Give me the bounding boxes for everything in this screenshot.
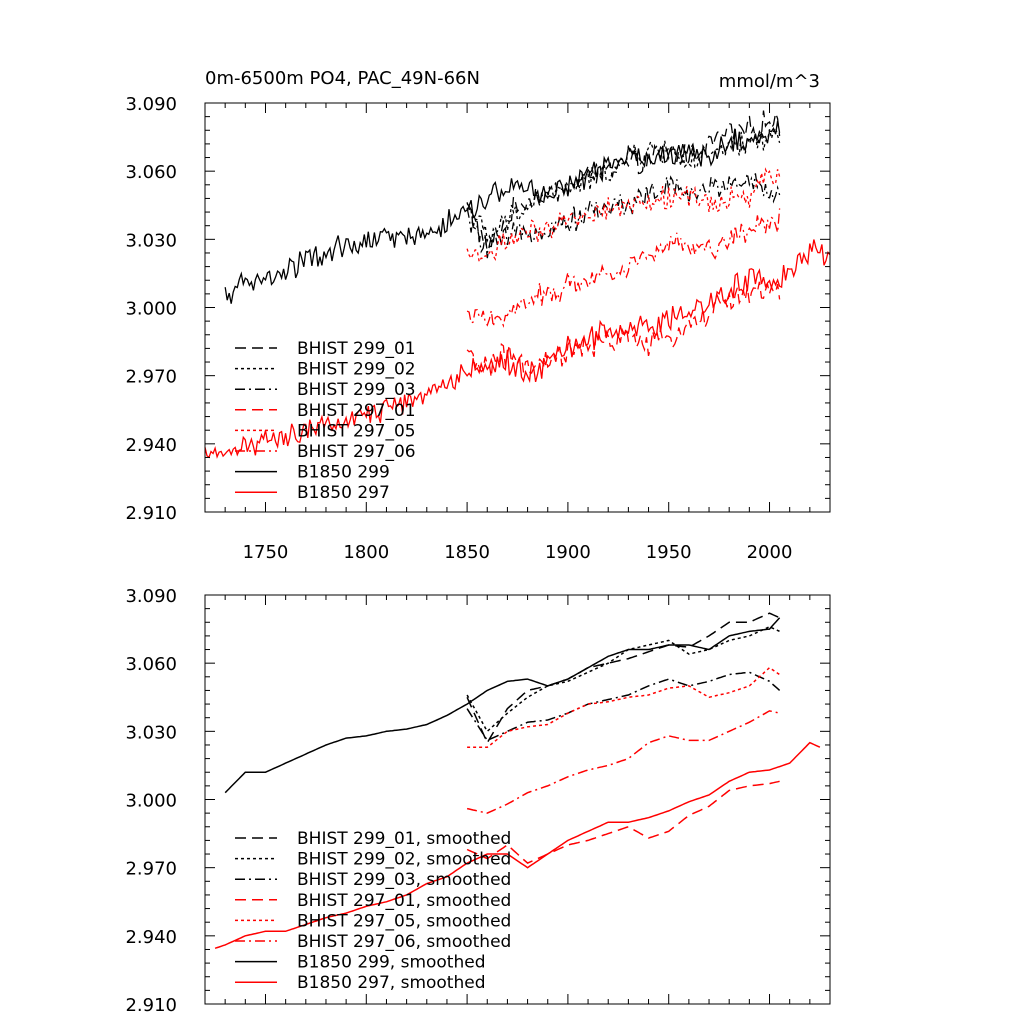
x-tick-label: 1950: [646, 542, 692, 563]
legend-label: BHIST 297_06, smoothed: [297, 932, 511, 952]
legend-label: BHIST 297_01: [297, 401, 416, 421]
y-tick-label: 3.060: [125, 162, 177, 183]
x-tick-label: 1800: [343, 542, 389, 563]
plot-frame: [204, 102, 831, 513]
y-tick-label: 2.940: [125, 927, 177, 948]
series-line: [466, 110, 781, 259]
y-tick-label: 3.030: [125, 722, 177, 743]
series-line: [466, 612, 780, 745]
y-tick-label: 2.970: [125, 367, 177, 388]
series-line: [466, 208, 781, 328]
legend-label: BHIST 299_02: [297, 360, 416, 380]
legend-label: BHIST 299_03, smoothed: [297, 870, 511, 890]
legend-label: BHIST 297_01, smoothed: [297, 891, 511, 911]
legend-label: BHIST 299_03: [297, 380, 416, 400]
chart-title: 0m-6500m PO4, PAC_49N-66N: [205, 68, 480, 89]
y-tick-label: 2.910: [125, 503, 177, 524]
series-line: [466, 710, 780, 814]
legend-label: BHIST 299_01: [297, 339, 416, 359]
plot-frame: [204, 594, 831, 1005]
series-line: [466, 780, 780, 864]
top-panel: 0m-6500m PO4, PAC_49N-66N mmol/m^3 2.910…: [125, 68, 831, 563]
series-line: [466, 671, 781, 742]
legend-label: BHIST 297_06: [297, 442, 416, 462]
y-tick-label: 3.000: [125, 791, 177, 812]
x-tick-label: 1900: [545, 542, 591, 563]
y-tick-label: 3.000: [125, 299, 177, 320]
y-tick-label: 3.090: [125, 586, 177, 607]
legend-label: BHIST 297_05: [297, 421, 416, 441]
series-line: [204, 239, 831, 459]
series-line: [466, 126, 781, 243]
series-line: [224, 617, 781, 794]
series-line: [224, 120, 781, 304]
y-tick-label: 3.060: [125, 654, 177, 675]
series-line: [466, 167, 781, 264]
legend-label: B1850 299: [297, 463, 390, 483]
series-line: [467, 666, 781, 748]
series-layer: [204, 110, 831, 459]
legend-label: BHIST 299_02, smoothed: [297, 850, 511, 870]
tick-layer: 2.910 2.940 2.970 3.000 3.030 3.060 3.090 1750 1…: [125, 94, 830, 563]
x-tick-label: 1850: [444, 542, 490, 563]
x-tick-label: 1750: [243, 542, 289, 563]
legend-label: B1850 297, smoothed: [297, 973, 486, 993]
y-tick-label: 3.090: [125, 94, 177, 115]
bottom-panel: 2.910 2.940 2.970 3.000 3.030 3.060 3.090 BHIS…: [125, 586, 831, 1016]
x-tick-label: 2000: [747, 542, 793, 563]
units-label: mmol/m^3: [719, 71, 820, 92]
legend-label: B1850 299, smoothed: [297, 953, 486, 973]
tick-layer: 2.910 2.940 2.970 3.000 3.030 3.060 3.090: [125, 586, 830, 1016]
y-tick-label: 2.910: [125, 995, 177, 1016]
y-tick-label: 3.030: [125, 230, 177, 251]
legend-label: B1850 297: [297, 483, 390, 503]
y-tick-label: 2.940: [125, 435, 177, 456]
y-tick-label: 2.970: [125, 859, 177, 880]
legend-label: BHIST 299_01, smoothed: [297, 829, 511, 849]
series-layer: [214, 612, 821, 950]
legend-label: BHIST 297_05, smoothed: [297, 911, 511, 931]
series-line: [214, 741, 821, 950]
series-line: [466, 625, 780, 733]
